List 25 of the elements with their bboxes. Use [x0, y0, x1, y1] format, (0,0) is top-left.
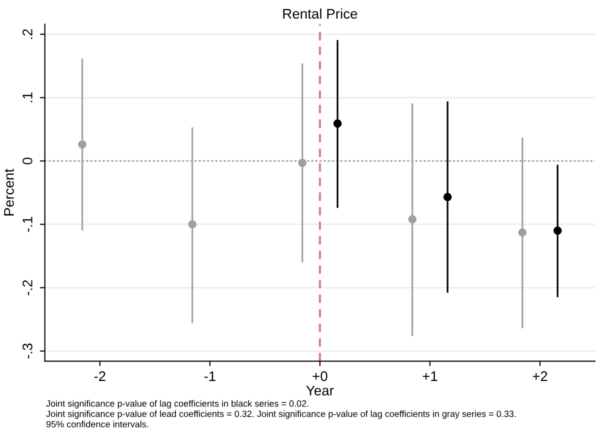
x-tick-label: +1 — [422, 371, 438, 381]
point — [188, 220, 196, 228]
point — [408, 215, 417, 224]
x-tick-label: +0 — [312, 371, 328, 382]
y-tick-label: -.1 — [22, 216, 32, 232]
text: Joint significance p-value of lead coefficients = 0.32. Joint significance p-value of lag coefficients in gray series = 0.33. — [46, 410, 516, 419]
point — [518, 228, 527, 237]
point — [553, 226, 562, 235]
y-tick-label: .1 — [22, 92, 32, 102]
y-tick-label: .2 — [22, 29, 32, 39]
point — [78, 140, 86, 149]
point — [443, 192, 452, 202]
y-axis-title: Percent — [4, 168, 14, 216]
x-axis-title: Year — [306, 386, 334, 396]
x-tick-label: +2 — [532, 371, 548, 381]
text: Joint significance p-value of lag coefficients in black series = 0.02. — [46, 400, 308, 408]
x-tick-label: -1 — [204, 371, 216, 381]
y-tick-label: -.3 — [22, 344, 32, 359]
y-tick-label: -.2 — [22, 280, 32, 296]
point — [298, 158, 306, 168]
x-tick-label: -2 — [94, 371, 106, 381]
point — [333, 119, 342, 128]
text: 95% confidence intervals. — [46, 420, 148, 428]
y-tick-label: 0 — [22, 158, 32, 164]
chart-title: Rental Price — [283, 8, 358, 19]
